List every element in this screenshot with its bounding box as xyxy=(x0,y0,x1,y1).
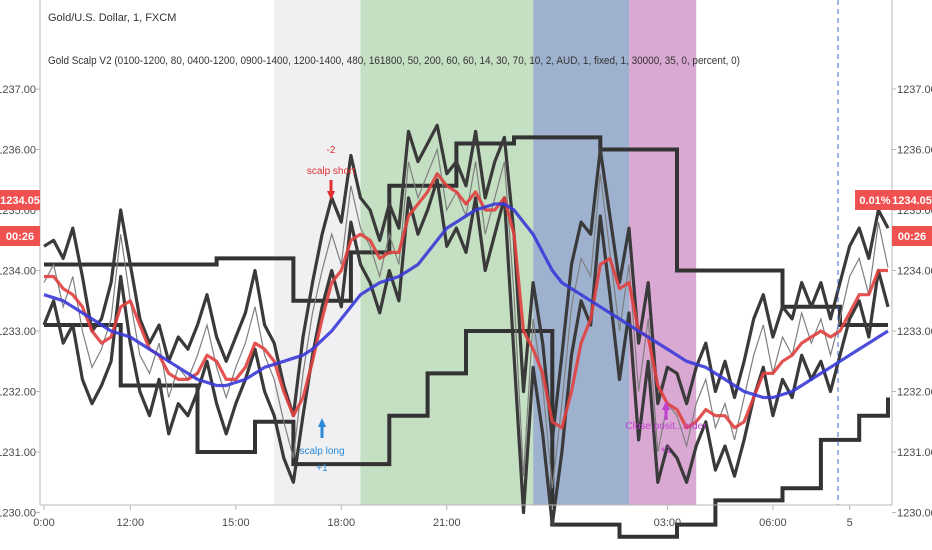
time-tick-label: 0:00 xyxy=(33,517,54,529)
short-signal-qty: -2 xyxy=(327,145,336,156)
time-tick-label: 18:00 xyxy=(328,517,356,529)
price-tick-left: 1237.00 xyxy=(0,84,36,96)
indicator-title[interactable]: Gold Scalp V2 (0100-1200, 80, 0400-1200,… xyxy=(48,55,740,67)
time-tick-label: 03:00 xyxy=(654,517,682,529)
close-signal-qty: +1 xyxy=(660,445,672,456)
price-axis-left[interactable]: 1237.001236.001235.001234.001233.001232.… xyxy=(0,84,40,520)
price-tick-right: 1237.00 xyxy=(897,84,932,96)
countdown-label-right: 00:26 xyxy=(898,231,926,243)
price-tick-left: 1232.00 xyxy=(0,387,36,399)
price-axis-right[interactable]: 1237.001236.001235.001234.001233.001232.… xyxy=(892,84,932,520)
time-tick-label: 12:00 xyxy=(117,517,145,529)
long-signal-label: scalp long xyxy=(299,446,344,457)
close-signal-label: Close posit...order xyxy=(625,421,707,432)
price-tick-right: 1236.00 xyxy=(897,145,932,157)
percent-change-label: 0.01% xyxy=(859,195,890,207)
price-tick-right: 1231.00 xyxy=(897,447,932,459)
price-tick-left: 1234.00 xyxy=(0,266,36,278)
long-signal-qty: +1 xyxy=(316,463,328,474)
time-axis[interactable]: 0:00 12:00 15:00 18:00 21:00 3 03:00 06:00 5 xyxy=(33,505,852,529)
price-tick-left: 1231.00 xyxy=(0,447,36,459)
last-price-label-left: 1234.05 xyxy=(0,195,40,207)
time-tick-label: 5 xyxy=(847,517,853,529)
time-tick-label: 06:00 xyxy=(759,517,787,529)
time-tick-label: 3 xyxy=(549,517,555,529)
last-price-label-right: 1234.05 xyxy=(892,195,932,207)
time-tick-label: 21:00 xyxy=(433,517,461,529)
price-tick-right: 1233.00 xyxy=(897,326,932,338)
short-signal-label: scalp short xyxy=(307,166,356,177)
price-tick-left: 1233.00 xyxy=(0,326,36,338)
price-tick-right: 1234.00 xyxy=(897,266,932,278)
price-tick-right: 1230.00 xyxy=(897,508,932,520)
price-tick-left: 1230.00 xyxy=(0,508,36,520)
price-tick-left: 1236.00 xyxy=(0,145,36,157)
symbol-title[interactable]: Gold/U.S. Dollar, 1, FXCM xyxy=(48,12,176,24)
countdown-label-left: 00:26 xyxy=(6,231,34,243)
price-tick-right: 1232.00 xyxy=(897,387,932,399)
time-tick-label: 15:00 xyxy=(222,517,250,529)
